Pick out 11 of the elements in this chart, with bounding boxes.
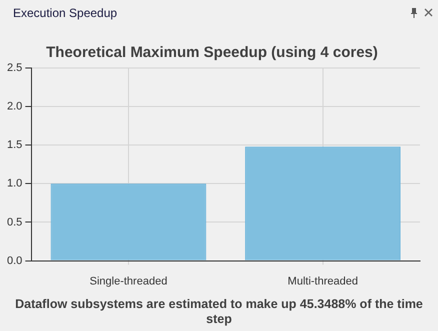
y-tick-label: 1.5 (6, 139, 22, 152)
text: Execution Speedup (13, 6, 118, 20)
chart-title: Theoretical Maximum Speedup (using 4 cores) (46, 44, 378, 62)
y-tick-label: 1.0 (6, 178, 22, 190)
y-tick-label: 0.5 (6, 216, 22, 228)
y-tick-label: 2.5 (6, 62, 22, 74)
y-tick-label: 2.0 (6, 100, 22, 113)
x-tick-label: Multi-threaded (288, 275, 358, 288)
text: Dataflow subsystems are estimated to make up 45.3488% of the time step (14, 297, 424, 327)
x-tick-label: Single-threaded (90, 275, 168, 288)
y-tick-label: 0.0 (6, 254, 22, 267)
